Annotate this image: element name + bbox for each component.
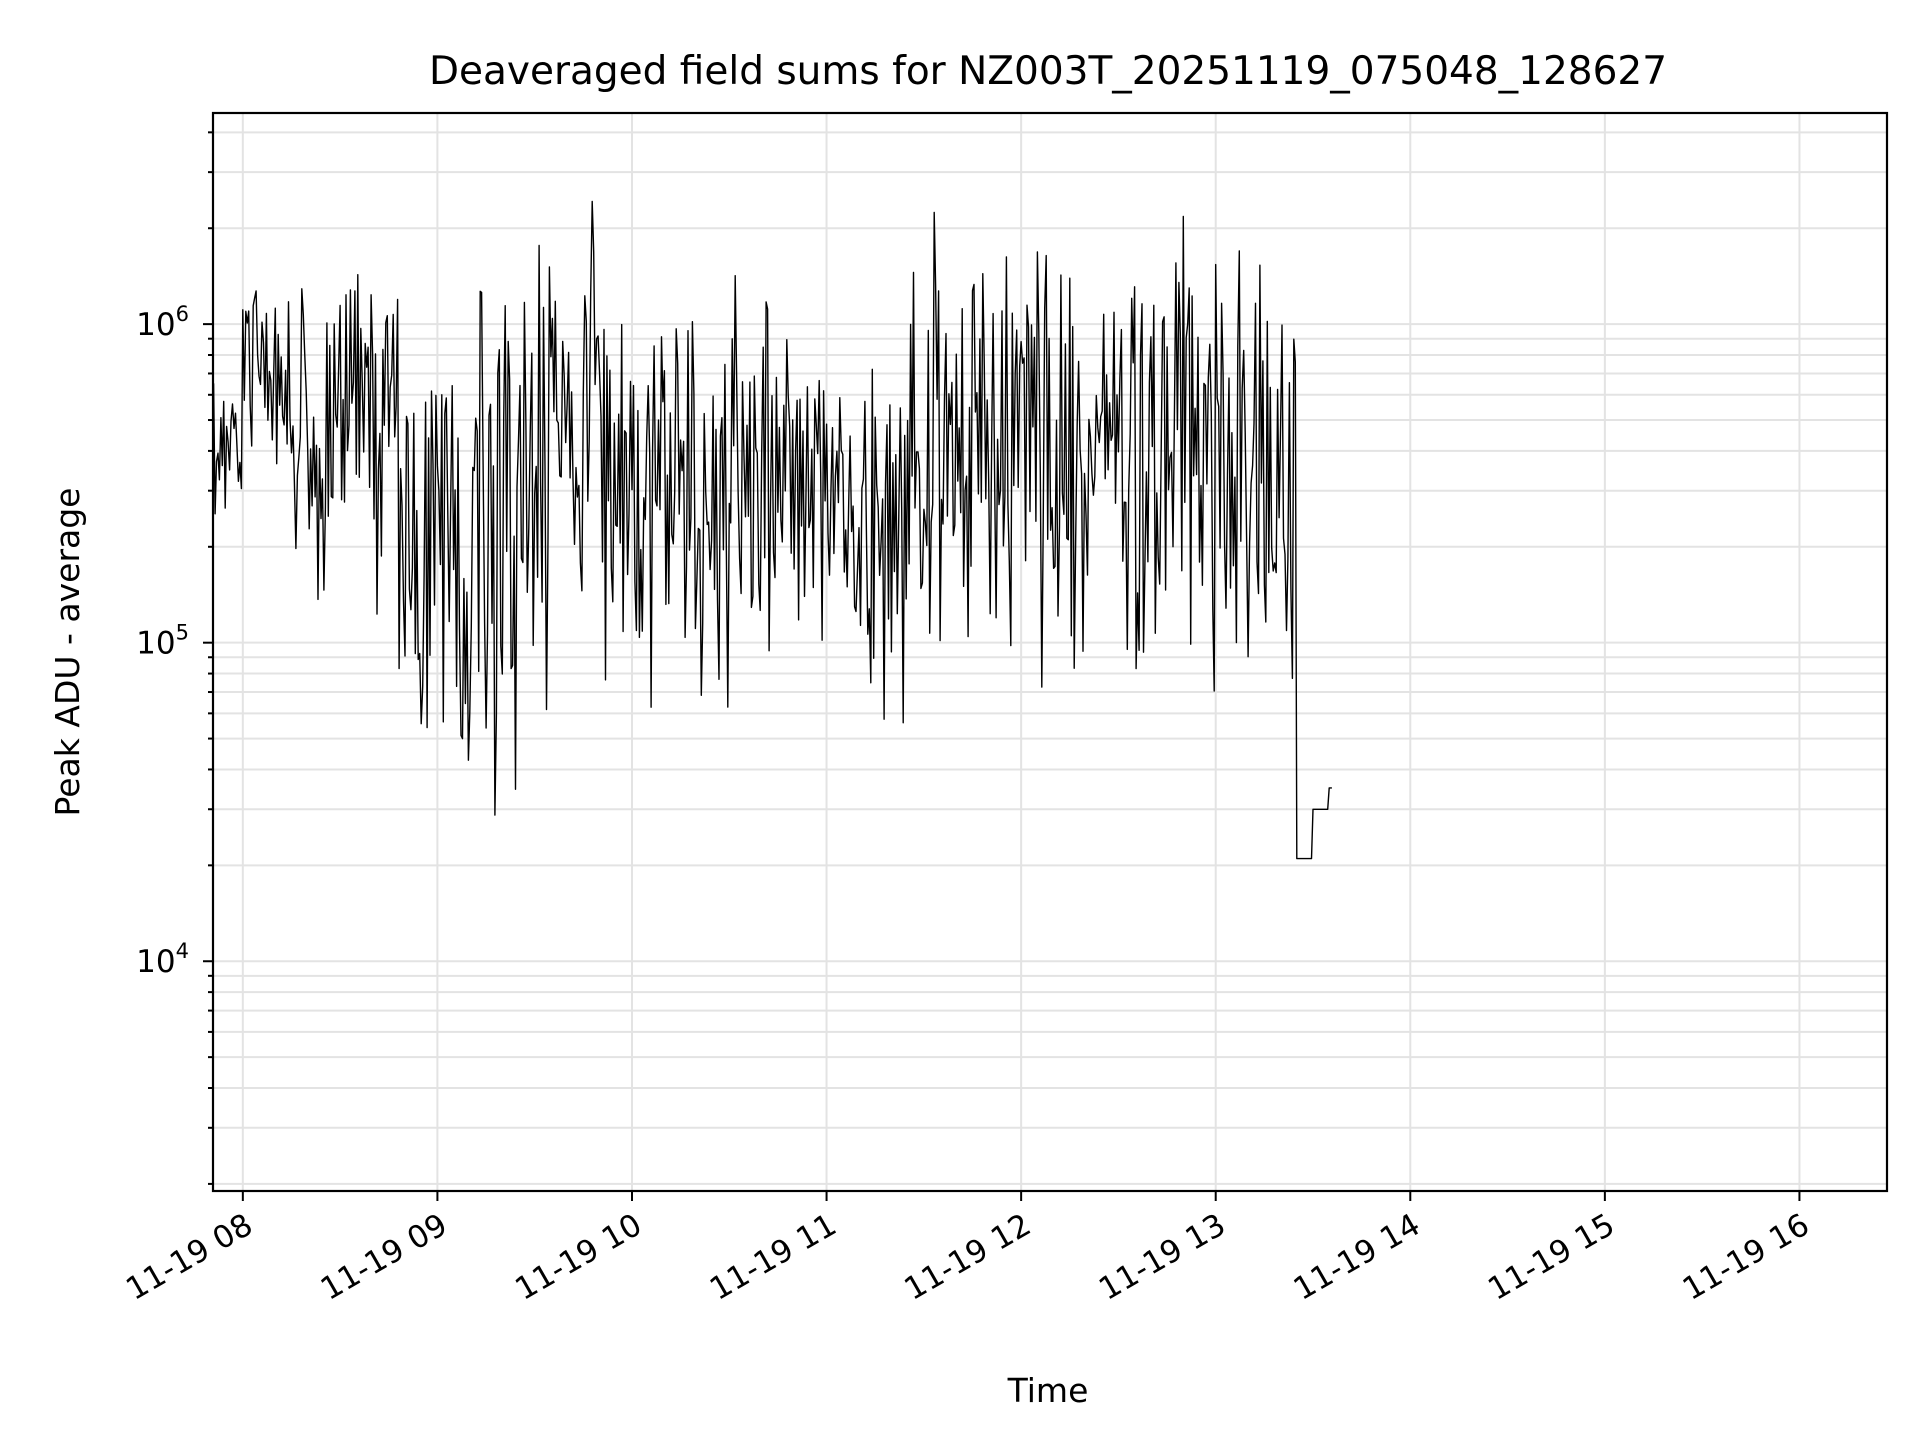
x-tick-label: 11-19 09 <box>315 1207 454 1308</box>
x-tick-label: 11-19 12 <box>898 1207 1037 1308</box>
x-tick-label: 11-19 16 <box>1677 1207 1816 1308</box>
x-tick-label: 11-19 10 <box>509 1207 648 1308</box>
y-tick-label: 104 <box>136 939 189 980</box>
x-axis-label: Time <box>1007 1371 1089 1410</box>
grid-lines <box>213 113 1887 1191</box>
chart-title: Deaveraged field sums for NZ003T_2025111… <box>429 49 1667 94</box>
series-layer <box>212 200 1332 860</box>
x-tick-label: 11-19 08 <box>120 1207 259 1308</box>
series-line <box>212 200 1332 860</box>
x-tick-label: 11-19 11 <box>704 1207 843 1308</box>
y-tick-label: 106 <box>136 302 189 343</box>
axis-ticks: 104 105 106 11-19 08 11-19 09 11-19 10 11-19 1… <box>120 131 1816 1308</box>
y-tick-label: 105 <box>136 621 189 662</box>
y-axis-label: Peak ADU - average <box>48 488 87 817</box>
x-tick-label: 11-19 13 <box>1093 1207 1232 1308</box>
x-tick-label: 11-19 14 <box>1288 1207 1427 1308</box>
x-tick-label: 11-19 15 <box>1482 1207 1621 1308</box>
plot-frame <box>211 111 1889 1193</box>
